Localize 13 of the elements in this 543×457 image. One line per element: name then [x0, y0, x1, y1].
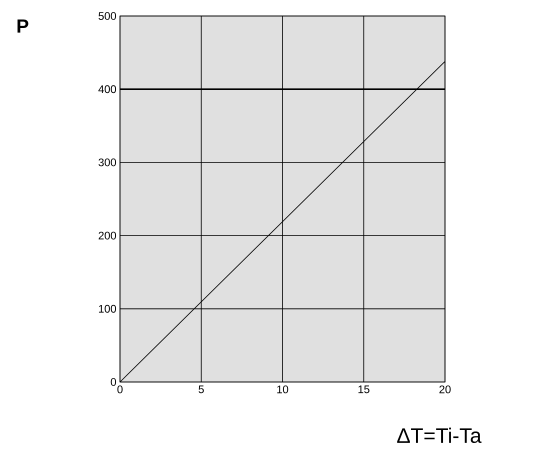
y-tick-label: 100	[98, 304, 116, 313]
y-tick-label: 500	[98, 12, 116, 20]
x-tick-label: 5	[198, 386, 204, 394]
y-axis-title: P	[18, 20, 28, 33]
y-tick-label: 300	[98, 158, 116, 166]
y-tick-label: 200	[98, 232, 116, 240]
y-tick-label: 400	[98, 85, 116, 94]
x-tick-label: 15	[358, 386, 370, 394]
y-tick-label: 0	[110, 378, 116, 386]
x-tick-label: 20	[439, 386, 451, 394]
x-axis-title: ΔT=Ti-Ta	[397, 428, 482, 444]
x-tick-label: 0	[117, 386, 123, 394]
x-tick-label: 10	[277, 386, 288, 394]
